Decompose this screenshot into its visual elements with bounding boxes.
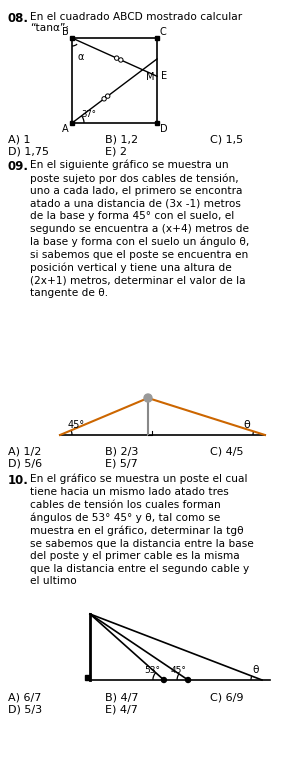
Text: C) 1,5: C) 1,5 xyxy=(210,135,243,145)
Text: E) 5/7: E) 5/7 xyxy=(105,459,138,469)
Text: D: D xyxy=(160,124,168,134)
Text: E: E xyxy=(161,71,167,81)
Text: C) 4/5: C) 4/5 xyxy=(210,447,244,457)
Text: 45°: 45° xyxy=(170,666,186,675)
Bar xyxy=(70,121,74,125)
Text: θ: θ xyxy=(243,420,250,430)
Text: α: α xyxy=(78,52,84,62)
Text: En el siguiente gráfico se muestra un
poste sujeto por dos cables de tensión,
un: En el siguiente gráfico se muestra un po… xyxy=(30,160,249,298)
Text: En el cuadrado ABCD mostrado calcular: En el cuadrado ABCD mostrado calcular xyxy=(30,12,242,22)
Text: A) 6/7: A) 6/7 xyxy=(8,692,42,702)
Text: “tanα”:: “tanα”: xyxy=(30,23,69,33)
Bar xyxy=(70,36,74,40)
Text: 09.: 09. xyxy=(8,160,29,173)
Text: 53°: 53° xyxy=(144,666,160,675)
Circle shape xyxy=(185,677,191,683)
Bar xyxy=(155,121,159,125)
Circle shape xyxy=(161,677,166,683)
Text: E) 4/7: E) 4/7 xyxy=(105,704,138,714)
Text: A: A xyxy=(62,124,69,134)
Text: D) 5/3: D) 5/3 xyxy=(8,704,42,714)
Text: 37°: 37° xyxy=(81,110,96,119)
Text: E) 2: E) 2 xyxy=(105,147,127,157)
Text: D) 1,75: D) 1,75 xyxy=(8,147,49,157)
Text: B) 4/7: B) 4/7 xyxy=(105,692,138,702)
Text: M: M xyxy=(146,72,154,81)
Circle shape xyxy=(144,394,152,402)
Text: B) 1,2: B) 1,2 xyxy=(105,135,138,145)
Text: C) 6/9: C) 6/9 xyxy=(210,692,244,702)
Text: D) 5/6: D) 5/6 xyxy=(8,459,42,469)
Circle shape xyxy=(118,58,123,62)
Bar xyxy=(155,36,159,40)
Bar xyxy=(85,675,90,680)
Text: B) 2/3: B) 2/3 xyxy=(105,447,138,457)
Circle shape xyxy=(105,94,110,99)
Text: En el gráfico se muestra un poste el cual
tiene hacia un mismo lado atado tres
c: En el gráfico se muestra un poste el cua… xyxy=(30,474,254,586)
Text: 45°: 45° xyxy=(68,420,85,430)
Text: B: B xyxy=(62,27,69,37)
Text: A) 1: A) 1 xyxy=(8,135,31,145)
Text: C: C xyxy=(160,27,167,37)
Circle shape xyxy=(102,96,106,101)
Text: A) 1/2: A) 1/2 xyxy=(8,447,42,457)
Circle shape xyxy=(115,56,119,60)
Text: 08.: 08. xyxy=(8,12,29,25)
Text: θ: θ xyxy=(252,665,258,675)
Text: 10.: 10. xyxy=(8,474,29,487)
